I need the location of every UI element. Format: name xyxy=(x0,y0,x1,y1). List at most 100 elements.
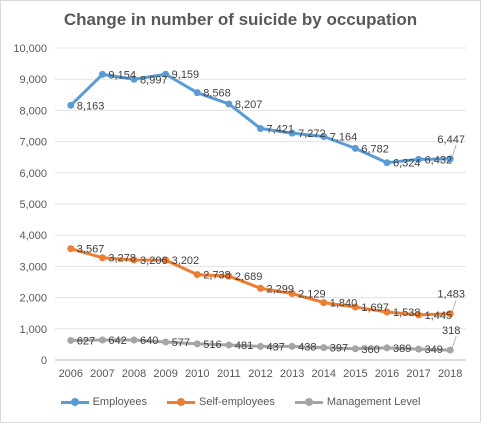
data-point xyxy=(67,336,75,344)
data-point xyxy=(320,299,328,307)
legend-item: Management Level xyxy=(294,396,421,408)
data-label: 6,782 xyxy=(361,143,389,155)
data-point xyxy=(351,345,359,353)
data-label: 2,129 xyxy=(298,289,326,301)
y-tick-label: 5,000 xyxy=(19,199,47,211)
y-tick-label: 1,000 xyxy=(19,324,47,336)
data-point xyxy=(320,344,328,352)
legend-label: Employees xyxy=(92,396,148,408)
data-label: 360 xyxy=(361,344,379,356)
y-tick-label: 6,000 xyxy=(19,168,47,180)
data-label: 516 xyxy=(203,339,221,351)
data-point xyxy=(446,155,454,163)
data-point xyxy=(446,310,454,318)
x-tick-label: 2008 xyxy=(122,368,146,380)
data-label: 2,299 xyxy=(267,283,295,295)
data-point xyxy=(257,342,264,350)
data-point xyxy=(351,303,359,311)
data-point xyxy=(383,344,391,352)
data-label: 1,538 xyxy=(393,307,421,319)
x-tick-label: 2015 xyxy=(343,368,367,380)
leader-line xyxy=(451,335,457,349)
data-point xyxy=(288,290,296,298)
data-point xyxy=(98,336,106,344)
data-label: 397 xyxy=(330,343,348,355)
leader-line xyxy=(451,144,457,157)
data-point xyxy=(225,100,233,108)
data-label: 3,202 xyxy=(172,255,200,267)
y-tick-label: 9,000 xyxy=(19,74,47,86)
data-label: 2,689 xyxy=(235,271,263,283)
data-point xyxy=(257,124,264,132)
data-label: 318 xyxy=(442,325,460,337)
data-point xyxy=(415,345,423,353)
data-label: 7,421 xyxy=(267,123,295,135)
data-point xyxy=(67,101,75,109)
x-tick-label: 2013 xyxy=(280,368,304,380)
x-tick-label: 2006 xyxy=(59,368,83,380)
data-point xyxy=(162,70,170,78)
data-label: 642 xyxy=(108,335,126,347)
series-line xyxy=(69,72,452,165)
data-label: 627 xyxy=(77,335,95,347)
data-label: 640 xyxy=(140,335,158,347)
data-label: 577 xyxy=(172,337,190,349)
data-point xyxy=(320,132,328,140)
x-tick-label: 2018 xyxy=(438,368,462,380)
data-label: 8,207 xyxy=(235,99,263,111)
legend-marker-icon xyxy=(294,398,323,407)
data-label: 8,568 xyxy=(203,88,231,100)
y-tick-label: 0 xyxy=(41,355,47,367)
data-point xyxy=(383,308,391,316)
data-point xyxy=(130,75,138,83)
legend-marker-icon xyxy=(60,398,89,407)
data-label: 438 xyxy=(298,341,316,353)
data-label: 437 xyxy=(267,341,285,353)
data-point xyxy=(98,254,106,262)
x-tick-label: 2017 xyxy=(406,368,430,380)
data-label: 9,154 xyxy=(108,69,136,81)
x-tick-label: 2007 xyxy=(90,368,114,380)
data-label: 9,159 xyxy=(172,69,200,81)
data-label: 2,738 xyxy=(203,270,231,282)
data-point xyxy=(193,340,201,348)
data-point xyxy=(288,129,296,137)
data-point xyxy=(130,256,138,264)
data-label: 349 xyxy=(425,344,443,356)
legend-label: Management Level xyxy=(326,396,421,408)
data-point xyxy=(98,70,106,78)
data-point xyxy=(130,336,138,344)
data-label: 7,272 xyxy=(298,128,326,140)
data-point xyxy=(162,256,170,264)
x-tick-label: 2011 xyxy=(217,368,241,380)
data-label: 6,447 xyxy=(437,134,465,146)
data-label: 7,164 xyxy=(330,131,358,143)
x-tick-label: 2016 xyxy=(375,368,399,380)
y-tick-label: 4,000 xyxy=(19,230,47,242)
data-label: 8,163 xyxy=(77,100,105,112)
data-point xyxy=(225,341,233,349)
leader-line xyxy=(451,299,457,312)
y-tick-label: 3,000 xyxy=(19,261,47,273)
data-label: 1,840 xyxy=(330,298,358,310)
y-tick-label: 10,000 xyxy=(13,43,47,55)
x-tick-label: 2009 xyxy=(153,368,177,380)
data-point xyxy=(415,311,423,319)
data-label: 481 xyxy=(235,340,253,352)
data-point xyxy=(446,346,454,354)
data-point xyxy=(351,144,359,152)
legend-label: Self-employees xyxy=(199,396,275,408)
data-label: 389 xyxy=(393,343,411,355)
y-tick-label: 2,000 xyxy=(19,293,47,305)
data-point xyxy=(257,284,264,292)
data-label: 3,206 xyxy=(140,255,168,267)
data-point xyxy=(193,271,201,279)
data-point xyxy=(193,89,201,97)
chart-title: Change in number of suicide by occupatio… xyxy=(63,10,418,29)
data-label: 1,445 xyxy=(425,310,453,322)
x-tick-label: 2014 xyxy=(311,368,335,380)
data-point xyxy=(67,245,75,253)
data-point xyxy=(225,272,233,280)
data-point xyxy=(162,338,170,346)
